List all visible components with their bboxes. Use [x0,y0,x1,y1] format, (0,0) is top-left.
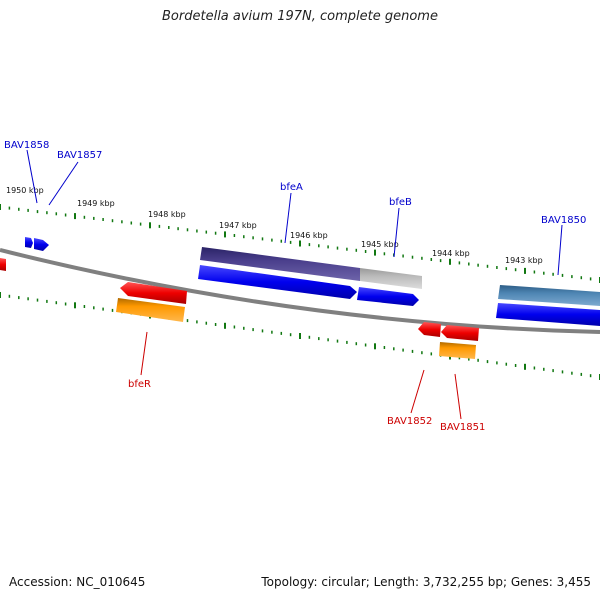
kbp-label: 1948 kbp [148,210,186,219]
leader-line-bav1858 [26,149,38,204]
leader-line-bav1852 [410,369,425,414]
gene-label-bav1850[interactable]: BAV1850 [541,215,586,226]
genome-summary-text: Topology: circular; Length: 3,732,255 bp… [261,575,591,589]
accession-text: Accession: NC_010645 [9,575,146,589]
page-title: Bordetella avium 197N, complete genome [162,9,438,24]
rna-bar-bfer [116,298,185,322]
gene-arrow-bfer[interactable] [120,282,187,304]
forward-tick-track [0,204,600,283]
operon-bar-purple [200,247,360,281]
gene-arrow-bav1858[interactable] [25,237,33,248]
reverse-features [0,258,479,359]
kbp-label: 1944 kbp [432,249,470,258]
kbp-label-group: 1950 kbp 1949 kbp 1948 kbp 1947 kbp 1946… [6,186,543,265]
gene-label-bav1857[interactable]: BAV1857 [57,150,102,161]
gene-arrow-bav1851[interactable] [441,325,479,341]
leader-line-bfer [140,331,148,376]
gene-label-bfea[interactable]: bfeA [280,182,303,193]
gene-arrow-bav1852[interactable] [418,322,441,337]
gene-label-bfeb[interactable]: bfeB [389,197,412,208]
gene-label-bav1858[interactable]: BAV1858 [4,140,49,151]
kbp-label: 1946 kbp [290,231,328,240]
leader-line-bfeb [393,207,400,258]
kbp-label: 1945 kbp [361,240,399,249]
rna-bar-bav1851 [439,342,476,359]
kbp-label: 1947 kbp [219,221,257,230]
leader-line-bav1851 [454,373,462,420]
gene-label-bfer[interactable]: bfeR [128,379,151,390]
leader-line-bfea [284,192,292,244]
leader-line-bav1850 [557,224,563,276]
gene-arrow-bfeb[interactable] [357,287,419,306]
kbp-label: 1949 kbp [77,199,115,208]
gene-arrow-edge[interactable] [0,258,6,271]
gene-arrow-bfea[interactable] [198,265,357,299]
genome-backbone [0,248,600,334]
operon-bar-grey [360,268,422,289]
forward-features [25,237,600,326]
gene-label-group: BAV1858 BAV1857 bfeA bfeB BAV1850 bfeR B… [4,140,586,433]
kbp-label: 1950 kbp [6,186,44,195]
leader-line-bav1857 [48,161,79,206]
gene-arrow-bav1857[interactable] [34,238,49,251]
gene-arrow-bav1850[interactable] [496,303,600,326]
kbp-label: 1943 kbp [505,256,543,265]
leader-lines [26,149,563,420]
gene-label-bav1852[interactable]: BAV1852 [387,416,432,427]
gene-label-bav1851[interactable]: BAV1851 [440,422,485,433]
operon-bar-steel [498,285,600,306]
